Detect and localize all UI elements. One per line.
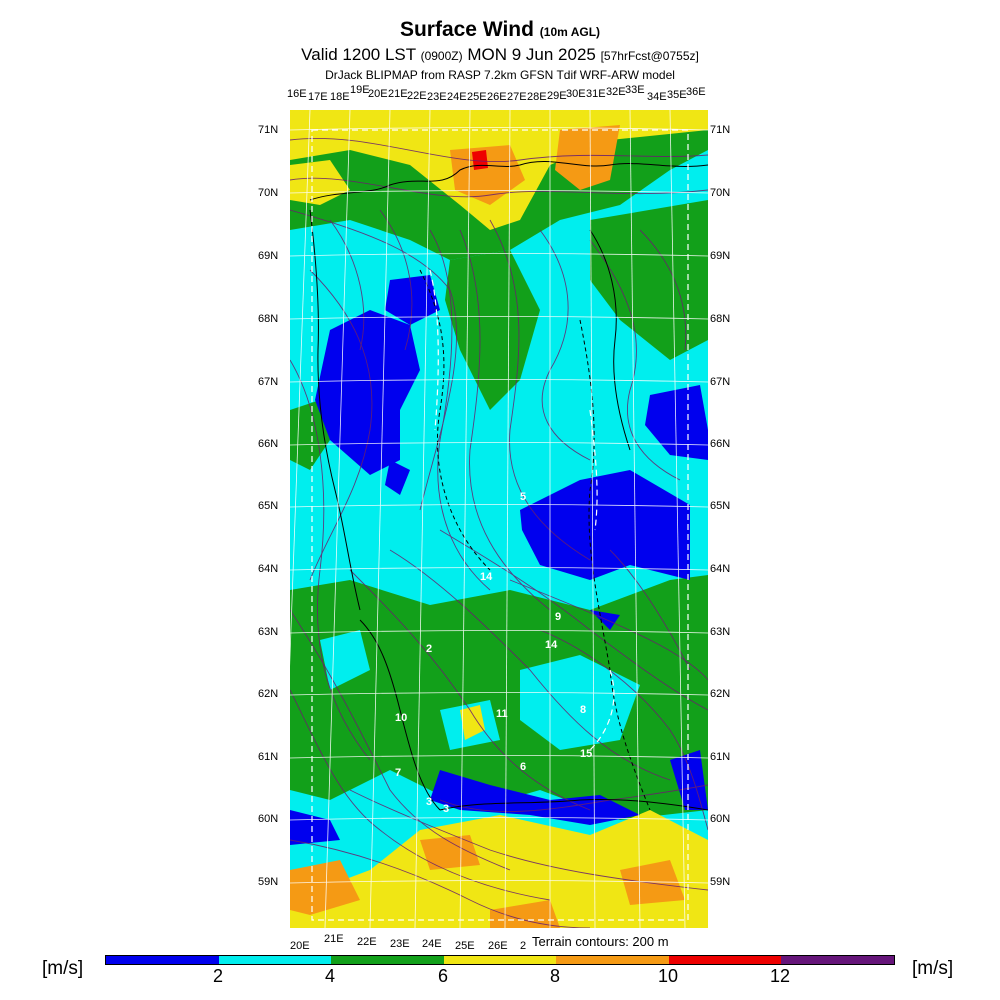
lon-label: 21E bbox=[388, 88, 408, 100]
legend-segment-4-6 bbox=[331, 956, 444, 964]
value-label: 10 bbox=[395, 712, 407, 724]
lat-label: 66N bbox=[258, 438, 279, 450]
value-label: 14 bbox=[545, 639, 558, 651]
lat-label: 68N bbox=[710, 313, 731, 325]
value-label: 3 bbox=[426, 796, 432, 808]
lat-label: 69N bbox=[258, 250, 279, 262]
wind-map: 5 14 9 2 14 10 11 8 15 6 3 3 7 bbox=[290, 110, 708, 928]
legend-segment-gt12 bbox=[781, 956, 895, 964]
legend-tick: 10 bbox=[657, 966, 679, 986]
lat-label: 71N bbox=[258, 124, 279, 136]
lon-label: 19E bbox=[350, 84, 370, 96]
lat-label: 63N bbox=[710, 626, 731, 638]
lat-label: 70N bbox=[710, 187, 731, 199]
lat-label: 60N bbox=[710, 813, 731, 825]
lon-label: 22E bbox=[407, 90, 427, 102]
value-label: 3 bbox=[443, 803, 449, 815]
lon-label: 2 bbox=[520, 940, 527, 952]
model-description: DrJack BLIPMAP from RASP 7.2km GFSN Tdif… bbox=[325, 68, 675, 82]
lon-label: 23E bbox=[390, 938, 410, 950]
lon-label: 32E bbox=[606, 86, 626, 98]
lon-label: 33E bbox=[625, 84, 645, 96]
value-label: 14 bbox=[480, 571, 493, 583]
lat-label: 69N bbox=[710, 250, 731, 262]
lon-label: 20E bbox=[290, 940, 310, 952]
legend-unit-left: [m/s] bbox=[42, 958, 84, 979]
lat-label: 61N bbox=[710, 751, 731, 763]
lon-label: 24E bbox=[422, 938, 442, 950]
lat-label: 64N bbox=[258, 563, 279, 575]
lon-label: 23E bbox=[427, 91, 447, 103]
value-label: 6 bbox=[520, 761, 526, 773]
lat-label: 68N bbox=[258, 313, 279, 325]
lon-label: 22E bbox=[357, 936, 377, 948]
lat-label: 59N bbox=[710, 876, 731, 888]
lat-label: 67N bbox=[258, 376, 279, 388]
lon-label: 16E bbox=[287, 88, 307, 100]
wind-map-svg: 5 14 9 2 14 10 11 8 15 6 3 3 7 bbox=[290, 110, 708, 928]
lon-label: 17E bbox=[308, 91, 328, 103]
lat-label: 62N bbox=[710, 688, 731, 700]
terrain-contours-note: Terrain contours: 200 m bbox=[532, 934, 669, 949]
legend-segment-2-4 bbox=[218, 956, 332, 964]
lat-label: 65N bbox=[710, 500, 731, 512]
lon-label: 27E bbox=[507, 91, 527, 103]
lat-label: 70N bbox=[258, 187, 279, 199]
coastlines bbox=[309, 161, 708, 811]
lat-lon-grid bbox=[290, 110, 708, 928]
legend-segment-6-8 bbox=[443, 956, 557, 964]
map-title: Surface Wind (10m AGL) bbox=[399, 18, 601, 41]
value-label: 9 bbox=[555, 611, 561, 623]
wind-band-10-12 bbox=[472, 150, 488, 170]
value-label: 2 bbox=[426, 643, 432, 655]
wind-value-labels: 5 14 9 2 14 10 11 8 15 6 3 3 7 bbox=[395, 491, 592, 815]
lat-label: 65N bbox=[258, 500, 279, 512]
legend-segment-8-10 bbox=[556, 956, 669, 964]
value-label: 11 bbox=[496, 708, 508, 720]
lon-label: 30E bbox=[566, 88, 586, 100]
legend-tick: 4 bbox=[324, 966, 336, 986]
lat-label: 71N bbox=[710, 124, 731, 136]
lon-label: 25E bbox=[467, 91, 487, 103]
legend-tick: 2 bbox=[212, 966, 224, 986]
lat-label: 67N bbox=[710, 376, 731, 388]
legend-tick: 6 bbox=[437, 966, 449, 986]
lat-label: 64N bbox=[710, 563, 731, 575]
valid-time-line: Valid 1200 LST (0900Z) MON 9 Jun 2025 [5… bbox=[301, 45, 699, 64]
legend-segment-lt2 bbox=[106, 956, 219, 964]
wind-band-below-2 bbox=[290, 275, 708, 845]
lon-label: 26E bbox=[488, 940, 508, 952]
lat-label: 60N bbox=[258, 813, 279, 825]
value-label: 8 bbox=[580, 704, 586, 716]
lon-label: 29E bbox=[547, 90, 567, 102]
legend-tick: 12 bbox=[769, 966, 791, 986]
lon-label: 18E bbox=[330, 91, 350, 103]
lon-label: 36E bbox=[686, 86, 706, 98]
legend-unit-right: [m/s] bbox=[912, 958, 954, 979]
color-legend-bar bbox=[105, 955, 895, 965]
lat-label: 66N bbox=[710, 438, 731, 450]
lat-label: 59N bbox=[258, 876, 279, 888]
lon-label: 24E bbox=[447, 91, 467, 103]
lat-label: 61N bbox=[258, 751, 279, 763]
value-label: 5 bbox=[520, 491, 526, 503]
lon-label: 20E bbox=[368, 88, 388, 100]
lon-label: 31E bbox=[586, 88, 606, 100]
lon-label: 25E bbox=[455, 940, 475, 952]
legend-segment-10-12 bbox=[668, 956, 782, 964]
country-borders bbox=[419, 269, 651, 811]
lon-label: 34E bbox=[647, 91, 667, 103]
lat-label: 62N bbox=[258, 688, 279, 700]
value-label: 7 bbox=[395, 767, 401, 779]
legend-tick: 8 bbox=[549, 966, 561, 986]
lon-label: 35E bbox=[667, 89, 687, 101]
value-label: 15 bbox=[580, 748, 592, 760]
lon-label: 28E bbox=[527, 91, 547, 103]
lat-label: 63N bbox=[258, 626, 279, 638]
lon-label: 26E bbox=[487, 91, 507, 103]
lon-label: 21E bbox=[324, 933, 344, 945]
